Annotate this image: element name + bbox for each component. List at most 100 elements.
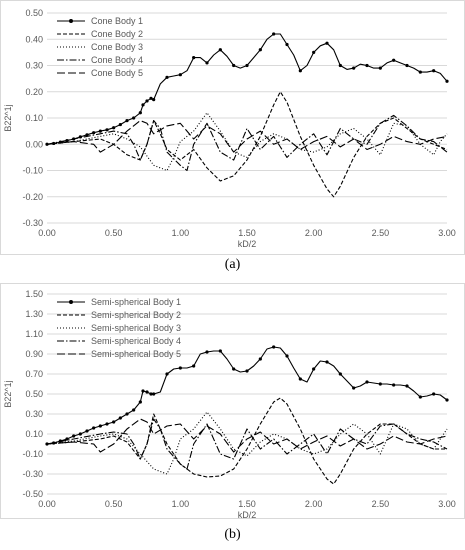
series-line-1 (46, 33, 448, 145)
legend-label-5: Semi-spherical Body 5 (91, 349, 181, 359)
y-axis-title: B22^1j (3, 380, 13, 407)
data-point (118, 122, 122, 127)
y-tick-label: 0.10 (25, 429, 43, 439)
data-point (205, 61, 209, 65)
y-tick-label: 0.70 (25, 369, 43, 379)
y-tick-label: 1.50 (25, 289, 43, 299)
legend-marker (69, 19, 73, 23)
series-line-5 (46, 418, 448, 453)
legend-label-2: Cone Body 2 (91, 29, 143, 39)
data-point (338, 372, 342, 376)
x-tick-label: 2.00 (305, 499, 323, 509)
y-tick-label: 0.30 (25, 409, 43, 419)
data-point (245, 63, 249, 68)
data-point (141, 389, 145, 393)
chart-panel-a: -0.30 -0.20 -0.10 0.00 0.10 0.20 0.30 0.40 0.50 0… (0, 0, 465, 255)
data-point (105, 422, 109, 426)
data-point (325, 360, 329, 364)
data-point (112, 420, 116, 424)
y-tick-label: -0.30 (22, 469, 43, 479)
data-point (178, 366, 182, 370)
legend-label-1: Cone Body 1 (91, 16, 143, 26)
data-point (85, 429, 89, 433)
chart-panel-b: -0.50 -0.30 -0.10 0.10 0.30 0.50 0.70 0.90 1.10 1… (0, 283, 465, 520)
legend-label-5: Cone Body 5 (91, 68, 143, 78)
x-tick-label: 1.50 (238, 228, 256, 238)
data-point (418, 395, 422, 399)
data-point (165, 75, 169, 79)
legend-label-3: Semi-spherical Body 3 (91, 323, 181, 333)
data-point (141, 103, 145, 107)
data-point (392, 58, 396, 62)
data-point (405, 63, 409, 68)
data-point (65, 437, 69, 441)
series-line-4 (46, 114, 448, 172)
data-point (232, 367, 236, 371)
data-point (285, 354, 289, 358)
data-point (149, 96, 153, 100)
y-tick-label: 0.30 (25, 61, 43, 71)
x-tick-label: 2.50 (372, 228, 390, 238)
data-point (432, 392, 436, 396)
data-point (145, 99, 149, 103)
data-point (445, 79, 449, 83)
data-point (132, 116, 136, 120)
x-tick-label: 0.00 (38, 499, 56, 509)
x-tick-label: 1.00 (172, 228, 190, 238)
data-point (152, 98, 156, 102)
y-tick-label: 0.20 (25, 87, 43, 97)
data-point (125, 412, 129, 416)
caption-a: (a) (224, 257, 241, 272)
x-axis-title: kD/2 (238, 510, 257, 518)
x-tick-label: 2.50 (372, 499, 390, 509)
data-point (65, 138, 69, 143)
data-point (72, 434, 76, 438)
data-point (285, 42, 289, 47)
y-tick-label: 0.00 (25, 139, 43, 149)
data-point (272, 345, 276, 349)
data-point (352, 386, 356, 390)
data-point (378, 382, 382, 386)
data-point (365, 63, 369, 68)
data-point (118, 416, 122, 420)
data-point (312, 367, 316, 371)
series-line-4 (46, 418, 448, 470)
series-line-3 (46, 112, 448, 172)
legend-label-2: Semi-spherical Body 2 (91, 310, 181, 320)
series-line-3 (46, 411, 448, 475)
data-point (418, 70, 422, 74)
x-tick-label: 1.50 (238, 499, 256, 509)
x-tick-label: 2.00 (305, 228, 323, 238)
data-point (192, 364, 196, 368)
y-tick-label: 0.10 (25, 113, 43, 123)
x-axis-title: kD/2 (238, 239, 257, 249)
series-line-5 (46, 120, 448, 153)
data-point (405, 384, 409, 388)
data-point (178, 73, 182, 77)
y-axis-title: B22^1j (3, 104, 13, 131)
data-point (132, 408, 136, 412)
data-point (98, 424, 102, 428)
y-tick-label: -0.50 (22, 489, 43, 499)
legend-label-3: Cone Body 3 (91, 42, 143, 52)
data-point (112, 126, 116, 130)
data-point (218, 48, 222, 52)
caption-b: (b) (224, 527, 241, 542)
data-point (258, 48, 262, 52)
series-line-2 (46, 397, 447, 485)
legend-label-4: Semi-spherical Body 4 (91, 336, 181, 346)
chart-b-svg: -0.50 -0.30 -0.10 0.10 0.30 0.50 0.70 0.90 1.10 1… (3, 289, 456, 520)
data-point (298, 69, 302, 73)
y-tick-label: 1.10 (25, 329, 43, 339)
x-tick-label: 1.00 (172, 499, 190, 509)
data-point (105, 128, 109, 132)
data-point (445, 398, 449, 402)
data-point (218, 349, 222, 353)
x-tick-label: 0.00 (38, 228, 56, 238)
data-point (192, 56, 196, 60)
data-point (145, 390, 149, 394)
data-point (78, 432, 82, 436)
data-point (378, 66, 382, 70)
data-point (272, 32, 276, 36)
y-tick-label: 1.30 (25, 309, 43, 319)
